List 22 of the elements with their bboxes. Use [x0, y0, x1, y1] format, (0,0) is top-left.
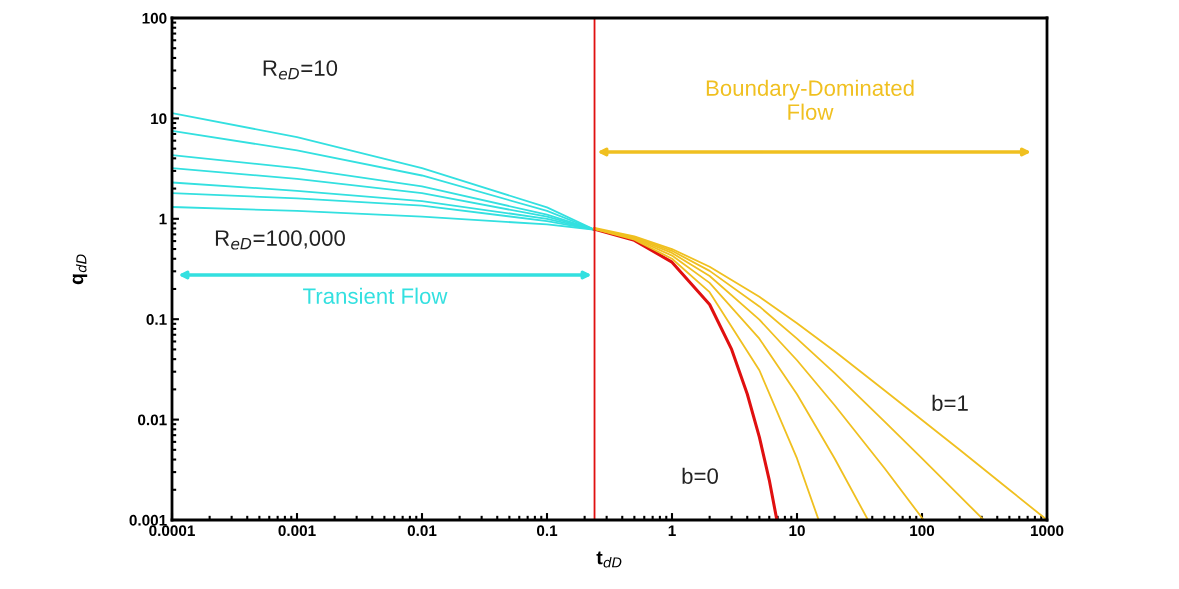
annotation: Transient Flow: [303, 287, 448, 304]
y-tick-label: 0.001: [129, 514, 167, 526]
annotation: b=1: [932, 394, 968, 411]
x-tick-label: 0.001: [278, 525, 316, 537]
annotation: b=0: [682, 467, 718, 484]
x-tick-label: 100: [910, 525, 935, 537]
y-tick-label: 100: [142, 12, 167, 24]
x-tick-label: 10: [789, 525, 805, 537]
y-tick-label: 0.1: [146, 314, 167, 325]
y-axis-title: q$_{dD}$: [72, 254, 88, 285]
annotation: R$_{eD}$=10: [263, 60, 338, 80]
y-tick-label: 0.01: [138, 414, 167, 426]
annotation: R$_{eD}$=100,000: [215, 230, 345, 250]
x-tick-label: 1: [668, 525, 676, 536]
x-tick-label: 1000: [1030, 525, 1064, 537]
x-axis-title: t$_{dD}$: [596, 551, 622, 568]
annotation: Boundary-Dominated Flow: [706, 79, 914, 120]
y-tick-label: 10: [151, 113, 167, 125]
x-tick-label: 0.01: [407, 525, 437, 537]
x-tick-label: 0.1: [536, 525, 558, 537]
x-tick-label: 0.0001: [149, 525, 195, 537]
y-tick-label: 1: [159, 213, 167, 225]
